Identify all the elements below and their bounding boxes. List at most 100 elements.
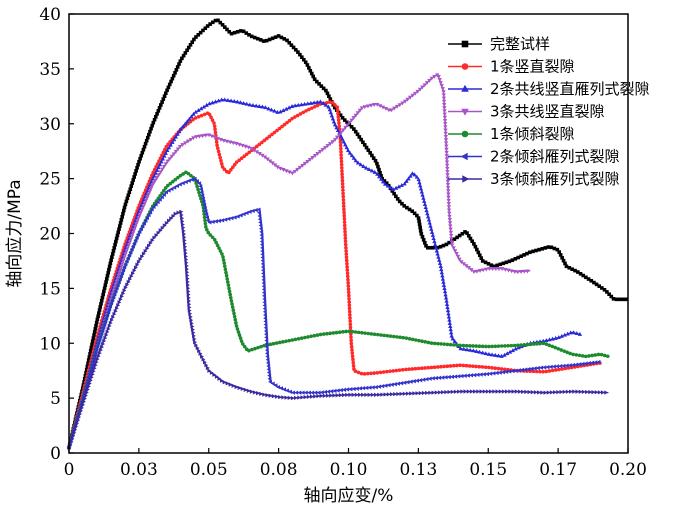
data-point [162,188,166,193]
data-point [188,314,193,320]
data-point [429,226,434,231]
data-point [364,392,369,397]
data-point [452,343,456,347]
data-point [443,292,448,297]
data-point [429,245,433,250]
data-point [392,106,397,111]
data-point [402,99,408,104]
data-point [224,139,230,144]
data-point [557,367,561,372]
data-point [340,136,345,141]
data-point [337,330,342,335]
data-point [218,20,223,25]
data-point [475,372,480,377]
data-point [605,354,610,359]
data-point [131,271,135,276]
data-point [264,351,269,356]
data-point [386,108,391,113]
data-point [117,227,121,231]
data-point [262,306,267,311]
data-point [267,159,273,164]
data-point [129,247,134,252]
data-point [439,342,443,346]
data-point [125,282,130,287]
data-point [291,45,296,50]
data-point [89,345,94,350]
data-point [156,165,161,170]
data-point [374,384,378,390]
data-point [448,227,453,232]
data-point [533,390,538,395]
data-point [402,391,407,396]
data-point [241,342,245,346]
data-point [383,106,389,111]
data-point [217,152,222,157]
data-point [115,233,120,238]
data-point [415,378,420,383]
data-point [316,393,321,399]
legend-marker [461,130,469,138]
legend-label: 3条共线竖直裂隙 [490,103,605,121]
data-point [345,265,349,269]
data-point [231,383,236,388]
data-point [425,211,430,216]
data-point [527,389,532,395]
data-point [563,261,567,266]
data-point [339,159,344,164]
data-point [412,172,417,177]
data-point [538,341,542,346]
data-point [367,392,372,397]
data-point [126,279,131,285]
data-point [335,388,340,393]
data-point [148,186,154,191]
data-point [127,240,132,245]
data-point [361,392,366,397]
data-point [222,264,227,269]
data-point [198,184,203,189]
data-point [562,389,567,395]
data-point [394,104,400,109]
data-point [346,290,351,295]
data-point [123,285,128,290]
data-point [96,314,100,319]
data-point [510,368,515,374]
data-point [442,109,447,114]
data-point [141,204,146,209]
data-point [153,202,158,207]
data-point [260,258,265,263]
data-point [175,131,180,136]
data-point [339,165,344,170]
data-point [261,39,266,43]
data-point [471,270,477,275]
data-point [418,378,423,383]
data-point [410,367,415,371]
data-point [355,111,360,116]
data-point [163,186,168,190]
data-point [219,378,224,383]
data-point [434,248,439,253]
data-point [201,28,205,33]
data-point [220,23,225,27]
data-point [594,390,599,395]
data-point [154,233,159,238]
data-point [445,305,450,309]
data-point [306,394,311,400]
data-point [408,173,413,178]
data-point [508,389,513,394]
data-point [321,332,326,336]
data-point [341,191,345,196]
data-point [106,310,111,315]
data-point [425,214,431,219]
data-point [210,219,215,224]
data-point [143,218,148,223]
data-point [341,201,346,205]
data-point [441,282,447,287]
data-point [326,104,331,109]
data-point [389,108,394,113]
data-point [301,110,306,115]
data-point [419,189,424,194]
data-point [300,395,305,400]
data-point [412,391,417,396]
data-point [305,159,310,164]
data-point [344,245,348,250]
